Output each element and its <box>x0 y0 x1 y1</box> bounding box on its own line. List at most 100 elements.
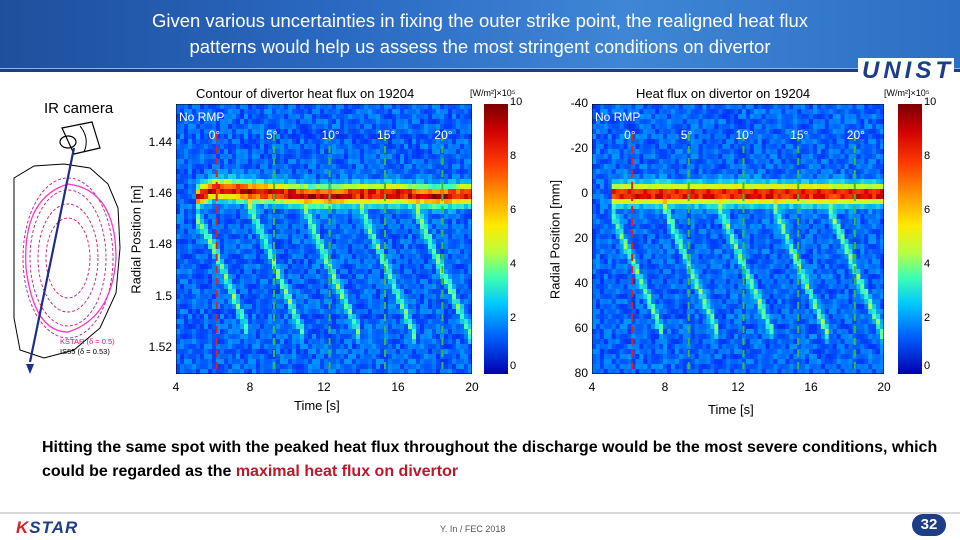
heatmap-cell <box>344 339 349 345</box>
heatmap-cell <box>348 284 353 290</box>
heatmap-cell <box>420 149 425 155</box>
heatmap-cell <box>627 139 633 145</box>
heatmap-cell <box>623 164 629 170</box>
heatmap-cell <box>176 189 181 195</box>
heatmap-cell <box>468 304 472 310</box>
heatmap-cell <box>192 219 197 225</box>
heatmap-cell <box>296 119 301 125</box>
heatmap-cell <box>595 279 601 285</box>
heatmap-cell <box>356 314 361 320</box>
heatmap-cell <box>647 119 652 125</box>
heatmap-cell <box>312 359 317 365</box>
heatmap-cell <box>392 139 397 145</box>
heatmap-cell <box>448 364 453 370</box>
heatmap-cell <box>344 179 349 185</box>
heatmap-cell <box>356 249 361 255</box>
heatmap-cell <box>264 244 269 250</box>
heatmap-cell <box>464 144 469 150</box>
heatmap-cell <box>392 319 397 325</box>
heatmap-cell <box>412 214 417 220</box>
heatmap-cell <box>647 149 652 155</box>
heatmap-cell <box>623 329 629 335</box>
heatmap-cell <box>448 309 453 315</box>
heatmap-cell <box>220 224 225 230</box>
heatmap-cell <box>200 279 205 285</box>
heatmap-cell <box>599 254 605 260</box>
heatmap-cell <box>244 284 249 290</box>
heatmap-cell <box>204 294 209 300</box>
heatmap-cell <box>292 294 297 300</box>
heatmap-cell <box>252 139 257 145</box>
heatmap-cell <box>220 154 225 160</box>
heatmap-cell <box>615 269 621 275</box>
heatmap-cell <box>340 264 345 270</box>
heatmap-cell <box>380 114 385 120</box>
heatmap-cell <box>651 334 656 340</box>
heatmap-cell <box>336 254 341 260</box>
heatmap-cell <box>592 109 597 115</box>
heatmap-cell <box>416 139 421 145</box>
heatmap-cell <box>244 184 249 190</box>
colorbar-tick-label: 4 <box>510 258 517 270</box>
heatmap-cell <box>312 219 317 225</box>
heatmap-cell <box>444 279 449 285</box>
heatmap-cell <box>324 334 329 340</box>
heatmap-cell <box>268 344 273 350</box>
heatmap-cell <box>232 234 237 240</box>
heatmap-cell <box>332 139 337 145</box>
heatmap-cell <box>424 359 429 365</box>
heatmap-cell <box>452 174 457 180</box>
heatmap-cell <box>408 174 413 180</box>
heatmap-cell <box>404 124 409 130</box>
heatmap-cell <box>268 229 273 235</box>
heatmap-cell <box>388 129 393 135</box>
heatmap-cell <box>184 244 189 250</box>
heatmap-cell <box>288 159 293 165</box>
heatmap-cell <box>268 189 273 195</box>
heatmap-cell <box>188 144 193 150</box>
heatmap-cell <box>595 339 601 345</box>
heatmap-cell <box>236 319 241 325</box>
heatmap-cell <box>376 224 381 230</box>
heatmap-cell <box>280 169 285 175</box>
heatmap-cell <box>368 269 373 275</box>
heatmap-cell <box>408 194 413 200</box>
heatmap-cell <box>432 109 437 115</box>
heatmap-cell <box>615 159 621 165</box>
heatmap-cell <box>619 279 625 285</box>
heatmap-cell <box>368 279 373 285</box>
heatmap-cell <box>348 179 353 185</box>
heatmap-cell <box>388 289 393 295</box>
heatmap-cell <box>464 274 469 280</box>
heatmap-cell <box>200 254 205 260</box>
heatmap-cell <box>392 284 397 290</box>
heatmap-cell <box>655 254 660 260</box>
heatmap-cell <box>196 189 201 195</box>
heatmap-cell <box>432 314 437 320</box>
heatmap-cell <box>372 334 377 340</box>
heatmap-cell <box>372 224 377 230</box>
heatmap-cell <box>460 119 465 125</box>
heatmap-cell <box>304 279 309 285</box>
heatmap-cell <box>611 214 617 220</box>
heatmap-cell <box>256 254 261 260</box>
heatmap-cell <box>444 204 449 210</box>
heatmap-cell <box>376 234 381 240</box>
heatmap-cell <box>352 179 357 185</box>
heatmap-cell <box>176 124 181 130</box>
heatmap-cell <box>276 299 281 305</box>
heatmap-cell <box>619 119 625 125</box>
heatmap-cell <box>376 179 381 185</box>
heatmap-cell <box>651 114 656 120</box>
heatmap-cell <box>196 364 201 370</box>
heatmap-cell <box>272 114 277 120</box>
heatmap-cell <box>248 124 253 130</box>
heatmap-cell <box>460 359 465 365</box>
heatmap-cell <box>276 249 281 255</box>
heatmap-cell <box>216 154 221 160</box>
heatmap-cell <box>348 289 353 295</box>
heatmap-cell <box>340 149 345 155</box>
heatmap-cell <box>292 239 297 245</box>
heatmap-cell <box>611 119 617 125</box>
heatmap-cell <box>304 339 309 345</box>
